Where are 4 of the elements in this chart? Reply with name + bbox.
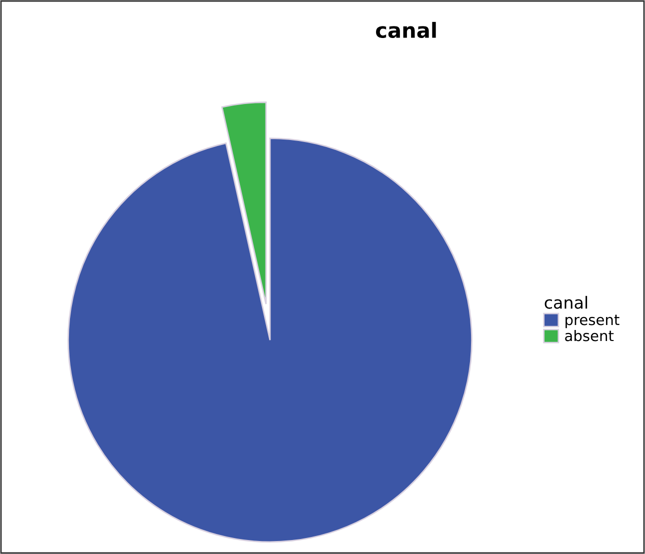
chart-title: canal bbox=[376, 22, 436, 38]
legend-label: absent bbox=[565, 330, 614, 342]
legend-title: canal bbox=[544, 296, 588, 309]
legend-label: present bbox=[566, 314, 620, 328]
